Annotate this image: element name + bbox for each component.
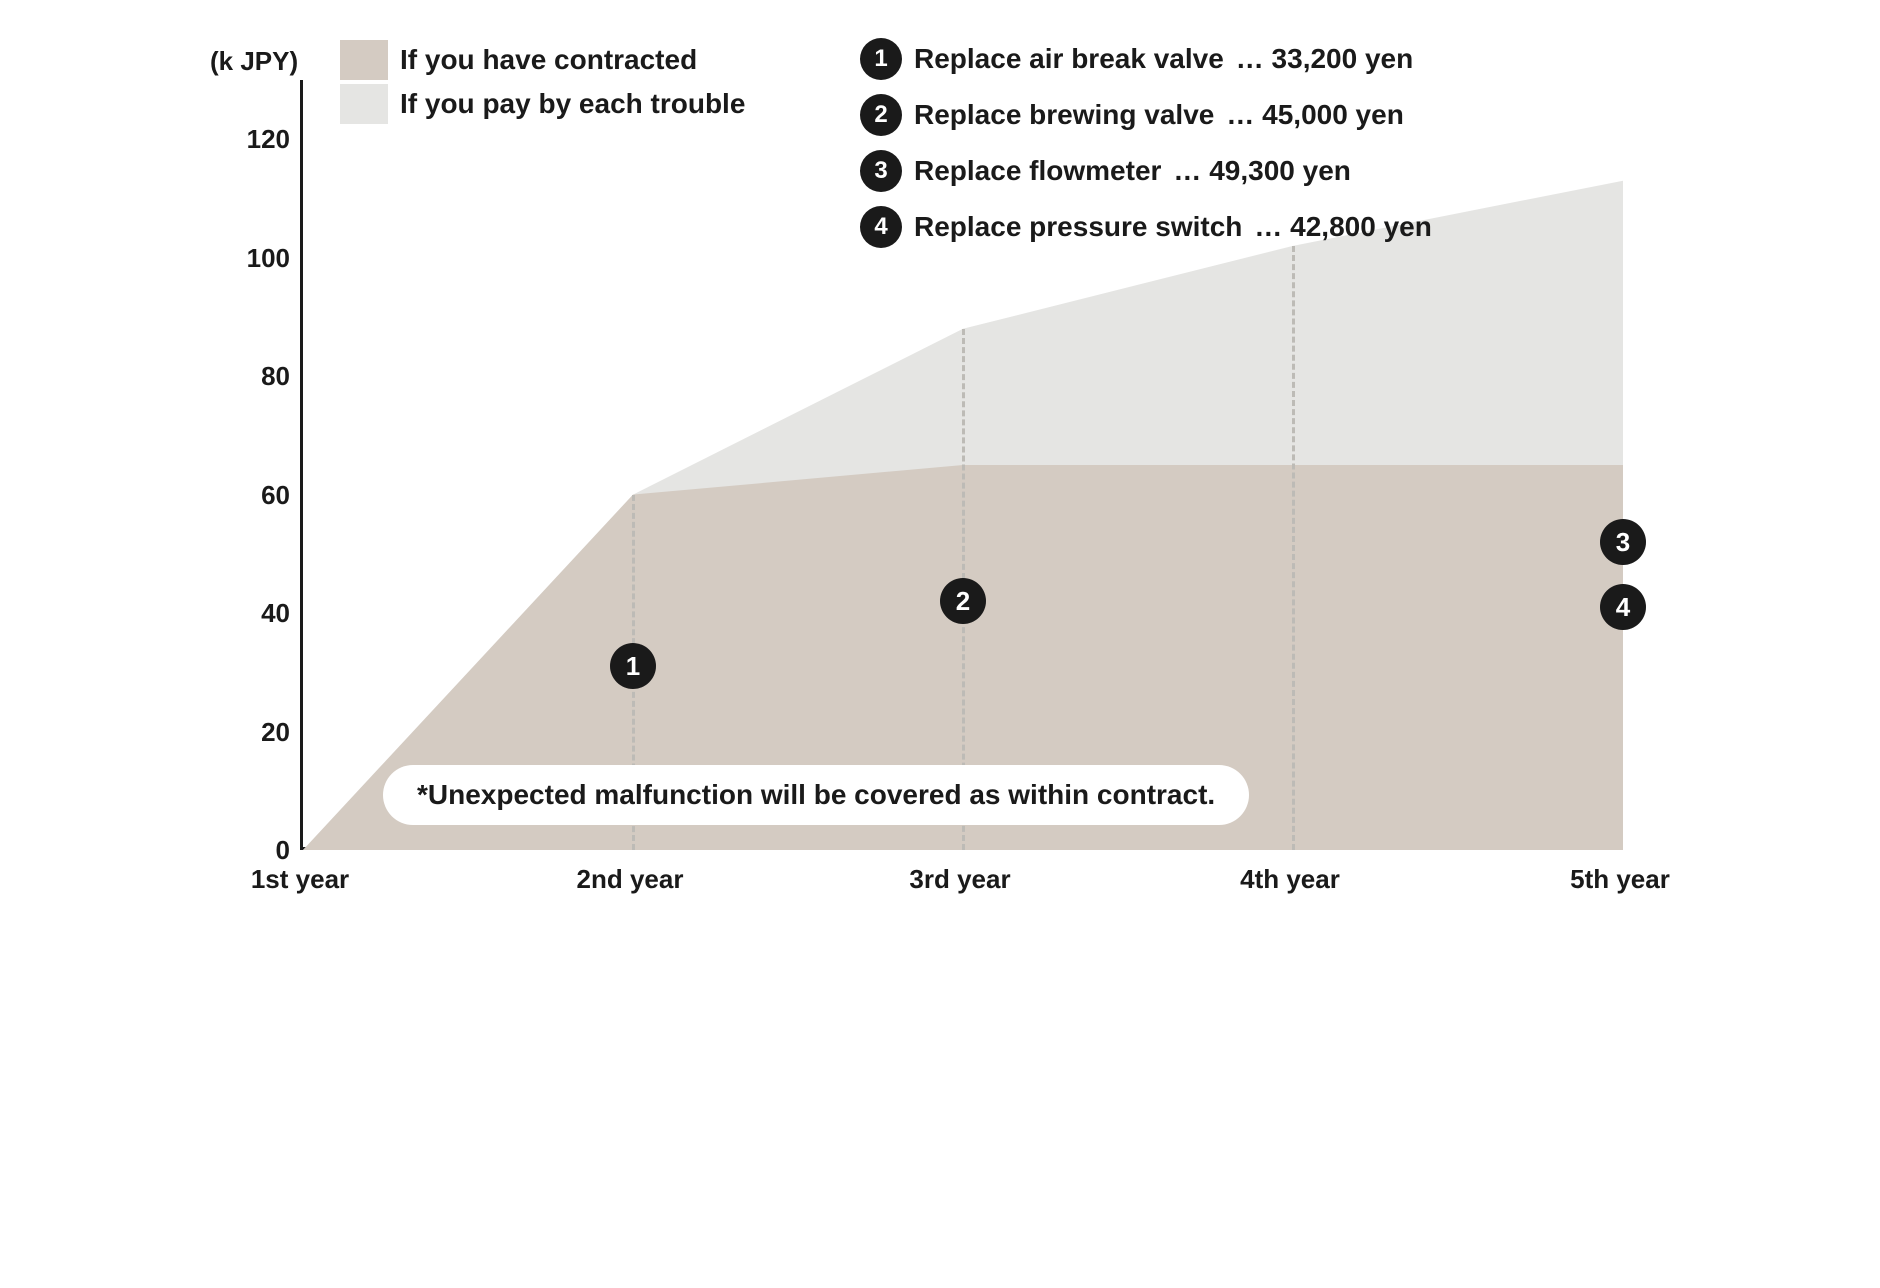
- cost-item: 3 Replace flowmeter … 49,300 yen: [860, 150, 1351, 192]
- footnote: *Unexpected malfunction will be covered …: [383, 765, 1249, 825]
- chart-badge: 2: [940, 578, 986, 624]
- legend-contracted: If you have contracted: [340, 40, 697, 80]
- y-tick: 100: [230, 243, 290, 274]
- chart-badge: 3: [1600, 519, 1646, 565]
- item-price: … 42,800 yen: [1254, 211, 1431, 243]
- chart-badge: 1: [610, 643, 656, 689]
- x-tick: 2nd year: [550, 864, 710, 895]
- item-label: Replace pressure switch: [914, 211, 1242, 243]
- x-tick: 5th year: [1540, 864, 1700, 895]
- y-tick: 40: [230, 598, 290, 629]
- plot-area: 1 2 3 4 *Unexpected malfunction will be cov…: [300, 80, 1620, 850]
- x-tick: 4th year: [1210, 864, 1370, 895]
- x-tick: 1st year: [220, 864, 380, 895]
- item-badge: 3: [860, 150, 902, 192]
- item-label: Replace flowmeter: [914, 155, 1161, 187]
- legend-label-contracted: If you have contracted: [400, 44, 697, 76]
- legend-swatch-contracted: [340, 40, 388, 80]
- item-price: … 45,000 yen: [1226, 99, 1403, 131]
- legend-pay-each: If you pay by each trouble: [340, 84, 745, 124]
- y-axis-unit: (k JPY): [210, 46, 298, 77]
- chart-badge: 4: [1600, 584, 1646, 630]
- y-tick: 20: [230, 717, 290, 748]
- y-tick: 0: [230, 835, 290, 866]
- y-tick: 60: [230, 480, 290, 511]
- item-price: … 49,300 yen: [1173, 155, 1350, 187]
- y-tick: 80: [230, 361, 290, 392]
- cost-item: 4 Replace pressure switch … 42,800 yen: [860, 206, 1432, 248]
- cost-item: 2 Replace brewing valve … 45,000 yen: [860, 94, 1404, 136]
- item-label: Replace brewing valve: [914, 99, 1214, 131]
- cost-comparison-chart: (k JPY) 1 2 3 4 *Unexpected malfunction wil…: [200, 40, 1680, 940]
- item-badge: 4: [860, 206, 902, 248]
- cost-item: 1 Replace air break valve … 33,200 yen: [860, 38, 1413, 80]
- item-badge: 2: [860, 94, 902, 136]
- x-tick: 3rd year: [880, 864, 1040, 895]
- item-price: … 33,200 yen: [1236, 43, 1413, 75]
- item-label: Replace air break valve: [914, 43, 1224, 75]
- y-tick: 120: [230, 124, 290, 155]
- grid-vline: [1292, 246, 1295, 850]
- item-badge: 1: [860, 38, 902, 80]
- legend-swatch-pay-each: [340, 84, 388, 124]
- legend-label-pay-each: If you pay by each trouble: [400, 88, 745, 120]
